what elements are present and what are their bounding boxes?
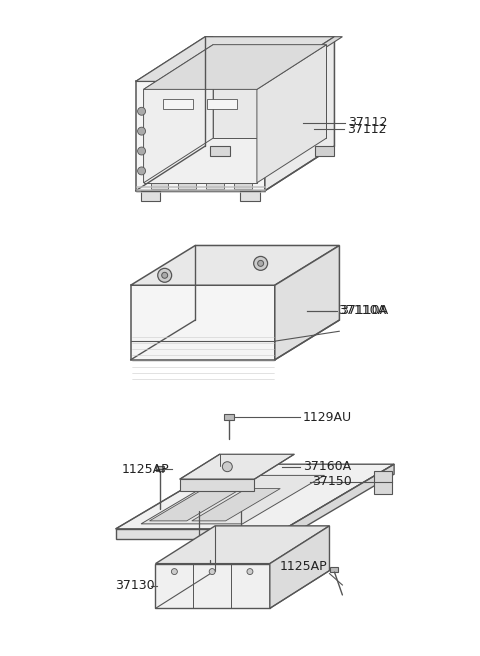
Polygon shape	[131, 285, 275, 359]
Text: 1125AP: 1125AP	[280, 560, 327, 573]
Circle shape	[253, 256, 267, 270]
Polygon shape	[131, 245, 339, 285]
Circle shape	[222, 462, 232, 472]
Polygon shape	[156, 564, 270, 608]
Polygon shape	[179, 183, 196, 189]
Polygon shape	[330, 567, 338, 572]
Polygon shape	[144, 89, 257, 183]
Polygon shape	[207, 99, 237, 110]
Polygon shape	[136, 37, 213, 81]
Polygon shape	[265, 37, 335, 191]
Text: 37112: 37112	[348, 123, 387, 136]
Text: 37150: 37150	[312, 476, 352, 488]
Text: 37112: 37112	[348, 116, 388, 129]
Polygon shape	[265, 37, 342, 81]
Circle shape	[138, 108, 145, 115]
Polygon shape	[141, 476, 324, 524]
Polygon shape	[156, 466, 164, 471]
Polygon shape	[275, 245, 339, 359]
Circle shape	[171, 569, 178, 575]
Text: 37160A: 37160A	[302, 461, 351, 473]
Circle shape	[138, 147, 145, 155]
Text: 37110A: 37110A	[338, 304, 386, 317]
Circle shape	[247, 569, 253, 575]
Text: 1125AP: 1125AP	[122, 462, 169, 476]
Text: 1129AU: 1129AU	[302, 411, 352, 424]
Polygon shape	[270, 526, 329, 608]
Polygon shape	[136, 81, 265, 191]
Polygon shape	[206, 183, 224, 189]
Polygon shape	[285, 464, 394, 539]
Polygon shape	[116, 464, 394, 529]
Polygon shape	[224, 415, 234, 420]
Polygon shape	[141, 191, 160, 201]
Polygon shape	[156, 526, 329, 564]
Circle shape	[138, 167, 145, 175]
Polygon shape	[192, 489, 280, 521]
Circle shape	[138, 127, 145, 135]
Circle shape	[162, 272, 168, 278]
Polygon shape	[136, 37, 335, 81]
Circle shape	[258, 260, 264, 266]
Polygon shape	[164, 99, 193, 110]
Text: 37110A: 37110A	[340, 304, 388, 317]
Polygon shape	[180, 454, 294, 479]
Polygon shape	[144, 45, 326, 89]
Polygon shape	[150, 489, 241, 521]
Polygon shape	[257, 45, 326, 183]
Polygon shape	[234, 183, 252, 189]
Circle shape	[209, 569, 215, 575]
Circle shape	[158, 268, 172, 282]
Polygon shape	[144, 45, 213, 183]
Polygon shape	[180, 479, 254, 491]
Polygon shape	[374, 471, 392, 494]
Polygon shape	[151, 183, 168, 189]
Polygon shape	[210, 146, 230, 156]
Text: 37130: 37130	[115, 579, 155, 592]
Polygon shape	[116, 529, 285, 539]
Polygon shape	[240, 191, 260, 201]
Polygon shape	[213, 45, 326, 138]
Polygon shape	[314, 146, 335, 156]
